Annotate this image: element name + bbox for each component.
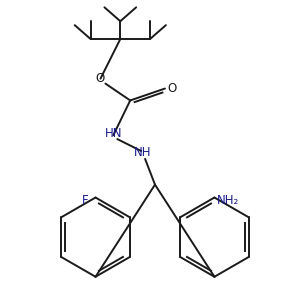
Text: O: O — [167, 82, 177, 95]
Text: HN: HN — [105, 127, 122, 140]
Text: F: F — [82, 194, 89, 207]
Text: O: O — [96, 72, 105, 85]
Text: NH₂: NH₂ — [217, 194, 239, 207]
Text: NH: NH — [134, 146, 152, 159]
